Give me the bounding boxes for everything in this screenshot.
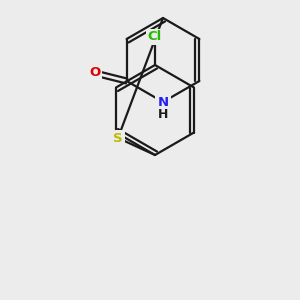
Text: S: S (113, 131, 123, 145)
Text: N: N (158, 95, 169, 109)
Text: Cl: Cl (148, 31, 162, 44)
Text: H: H (158, 109, 168, 122)
Text: O: O (89, 67, 100, 80)
